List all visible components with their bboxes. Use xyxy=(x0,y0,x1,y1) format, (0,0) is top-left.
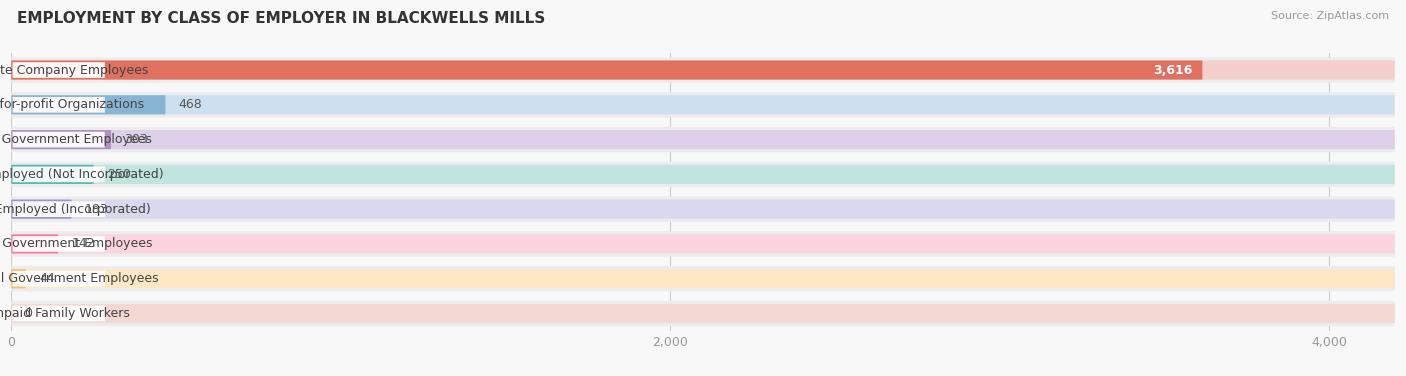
Text: 0: 0 xyxy=(24,307,32,320)
Text: Source: ZipAtlas.com: Source: ZipAtlas.com xyxy=(1271,11,1389,21)
Text: Private Company Employees: Private Company Employees xyxy=(0,64,149,77)
FancyBboxPatch shape xyxy=(13,201,105,217)
Text: 3,616: 3,616 xyxy=(1153,64,1192,77)
Text: 142: 142 xyxy=(72,237,94,250)
FancyBboxPatch shape xyxy=(11,92,1395,118)
FancyBboxPatch shape xyxy=(11,304,1395,323)
FancyBboxPatch shape xyxy=(13,62,105,78)
Text: EMPLOYMENT BY CLASS OF EMPLOYER IN BLACKWELLS MILLS: EMPLOYMENT BY CLASS OF EMPLOYER IN BLACK… xyxy=(17,11,546,26)
FancyBboxPatch shape xyxy=(11,165,94,184)
FancyBboxPatch shape xyxy=(13,132,105,147)
Text: Local Government Employees: Local Government Employees xyxy=(0,133,152,146)
FancyBboxPatch shape xyxy=(13,306,105,321)
FancyBboxPatch shape xyxy=(11,130,1395,149)
Text: 303: 303 xyxy=(124,133,148,146)
Text: 183: 183 xyxy=(84,203,108,216)
Text: Unpaid Family Workers: Unpaid Family Workers xyxy=(0,307,131,320)
Text: 250: 250 xyxy=(107,168,131,181)
FancyBboxPatch shape xyxy=(11,200,72,219)
FancyBboxPatch shape xyxy=(11,301,1395,326)
FancyBboxPatch shape xyxy=(11,269,25,288)
FancyBboxPatch shape xyxy=(11,127,1395,152)
FancyBboxPatch shape xyxy=(11,130,111,149)
FancyBboxPatch shape xyxy=(11,266,1395,291)
Text: Not-for-profit Organizations: Not-for-profit Organizations xyxy=(0,98,145,111)
FancyBboxPatch shape xyxy=(11,61,1202,80)
FancyBboxPatch shape xyxy=(13,236,105,252)
FancyBboxPatch shape xyxy=(11,162,1395,187)
FancyBboxPatch shape xyxy=(11,165,1395,184)
Text: Federal Government Employees: Federal Government Employees xyxy=(0,272,159,285)
Text: Self-Employed (Not Incorporated): Self-Employed (Not Incorporated) xyxy=(0,168,163,181)
FancyBboxPatch shape xyxy=(11,234,58,253)
Text: State Government Employees: State Government Employees xyxy=(0,237,152,250)
FancyBboxPatch shape xyxy=(11,61,1395,80)
FancyBboxPatch shape xyxy=(11,200,1395,219)
Text: 44: 44 xyxy=(39,272,55,285)
FancyBboxPatch shape xyxy=(11,231,1395,257)
FancyBboxPatch shape xyxy=(13,167,105,182)
FancyBboxPatch shape xyxy=(11,234,1395,253)
FancyBboxPatch shape xyxy=(11,57,1395,83)
FancyBboxPatch shape xyxy=(13,271,105,287)
FancyBboxPatch shape xyxy=(11,95,166,114)
FancyBboxPatch shape xyxy=(13,97,105,113)
FancyBboxPatch shape xyxy=(11,196,1395,222)
FancyBboxPatch shape xyxy=(11,95,1395,114)
Text: 468: 468 xyxy=(179,98,202,111)
Text: Self-Employed (Incorporated): Self-Employed (Incorporated) xyxy=(0,203,150,216)
FancyBboxPatch shape xyxy=(11,269,1395,288)
